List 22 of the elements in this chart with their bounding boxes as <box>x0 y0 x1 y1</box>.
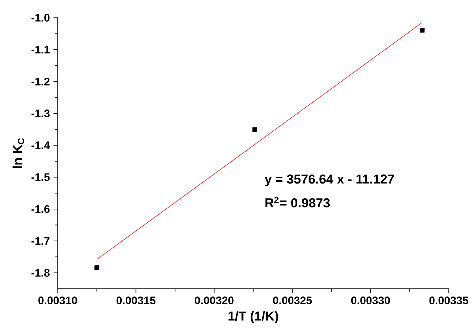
point <box>420 28 425 33</box>
x-tick-label: 0.00315 <box>116 296 156 305</box>
y-tick-label: -1.5 <box>32 174 50 182</box>
y-axis-title: ln K$_{C}$ <box>12 138 25 168</box>
y-tick-label: -1.0 <box>32 14 50 22</box>
point <box>94 266 100 270</box>
y-tick-label: -1.4 <box>32 142 50 150</box>
annotation: R$^{2}$= 0.9873 <box>266 196 330 208</box>
point <box>252 128 258 132</box>
y-tick-label: -1.6 <box>32 205 50 214</box>
x-tick-label: 0.00320 <box>195 296 234 305</box>
y-tick-label: -1.2 <box>32 78 50 86</box>
annotation: y = 3576.64 x - 11.127 <box>264 174 394 186</box>
x-tick-label: 0.00325 <box>273 296 312 305</box>
y-tick-label: -1.1 <box>32 46 50 54</box>
x-axis-title: 1/T (1/K) <box>228 311 278 324</box>
y-tick-label: -1.3 <box>32 110 50 118</box>
x-tick-label: 0.00310 <box>38 296 78 305</box>
x-tick-label: 0.00335 <box>430 296 468 305</box>
y-tick-label: -1.8 <box>32 269 50 277</box>
x-tick-label: 0.00330 <box>351 296 390 305</box>
y-tick-label: -1.7 <box>32 237 50 245</box>
